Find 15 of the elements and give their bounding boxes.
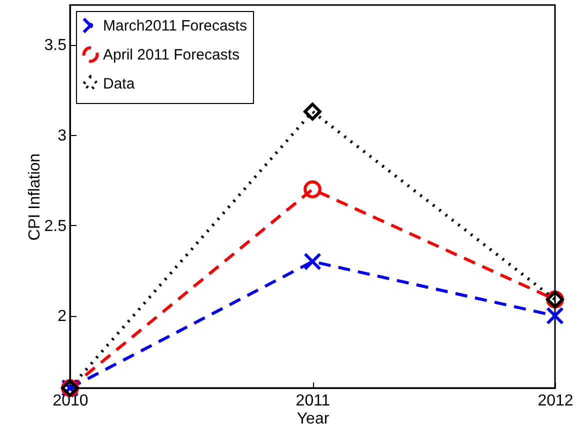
y-tick-label: 2 [58, 308, 67, 326]
y-tick-label: 3.5 [44, 37, 67, 54]
y-axis-title: CPI Inflation [26, 153, 44, 241]
x-tick-label: 2012 [538, 392, 574, 410]
y-tick-label: 2.5 [44, 218, 67, 235]
point [304, 252, 322, 270]
point [304, 102, 322, 121]
y-tick-label: 3 [58, 128, 67, 145]
point [304, 180, 322, 198]
legend-label: March2011 Forecasts [103, 18, 247, 34]
x-tick-label: 2011 [296, 392, 330, 410]
x-axis-title: Year [296, 410, 330, 428]
point [546, 306, 564, 325]
legend-label: April 2011 Forecasts [103, 46, 240, 64]
legend-label: Data [103, 76, 136, 92]
